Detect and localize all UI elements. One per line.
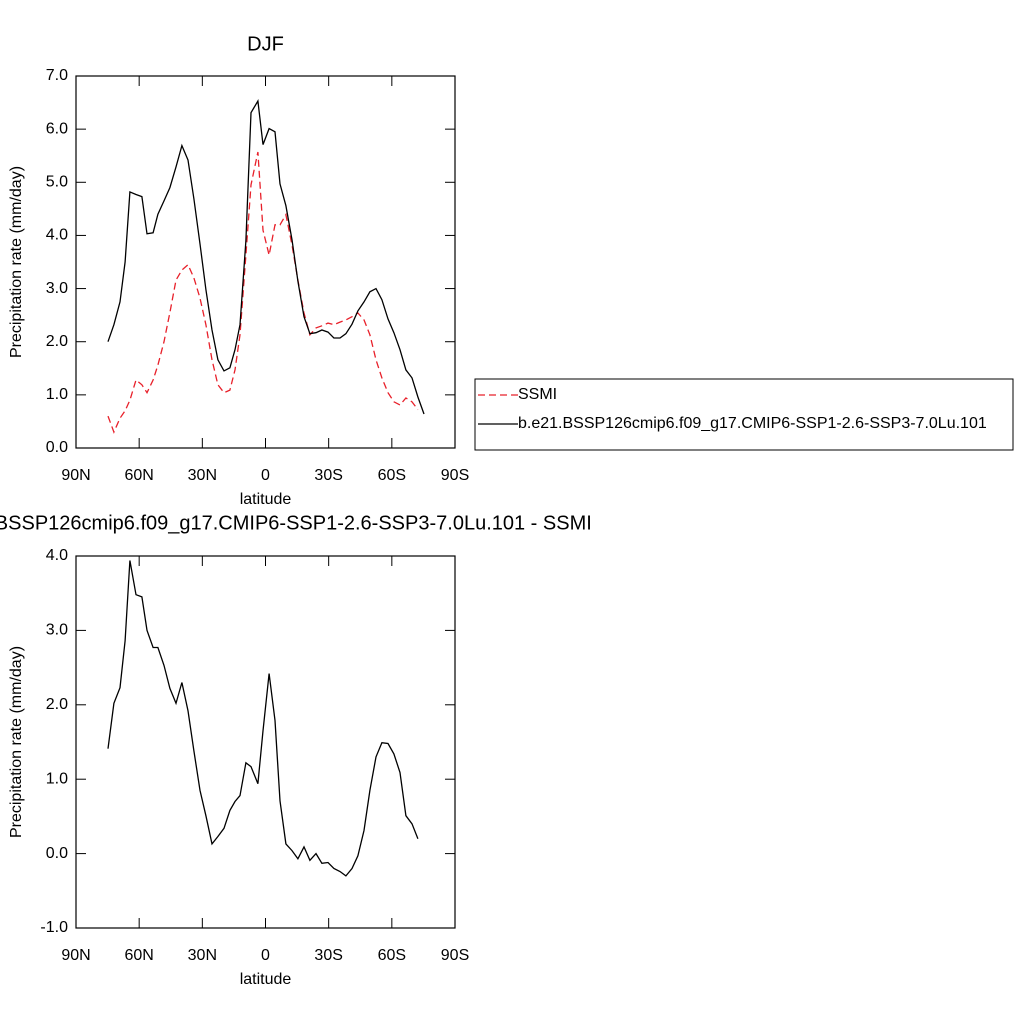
x-axis-label: latitude xyxy=(240,491,292,508)
y-tick-label: 1.0 xyxy=(46,770,68,787)
x-tick-label: 60S xyxy=(378,947,406,964)
x-tick-label: 60S xyxy=(378,467,406,484)
x-tick-label: 30N xyxy=(188,947,217,964)
x-tick-label: 90N xyxy=(61,947,90,964)
legend-label: SSMI xyxy=(518,386,557,403)
y-tick-label: 0.0 xyxy=(46,845,68,862)
y-tick-label: 3.0 xyxy=(46,622,68,639)
x-tick-label: 90S xyxy=(441,467,469,484)
y-tick-label: 4.0 xyxy=(46,547,68,564)
y-tick-label: 2.0 xyxy=(46,696,68,713)
x-tick-label: 60N xyxy=(124,947,153,964)
y-tick-label: -1.0 xyxy=(40,919,68,936)
legend-label: b.e21.BSSP126cmip6.f09_g17.CMIP6-SSP1-2.… xyxy=(518,415,987,432)
y-tick-label: 7.0 xyxy=(46,67,68,84)
y-tick-label: 0.0 xyxy=(46,439,68,456)
x-tick-label: 0 xyxy=(261,947,270,964)
x-tick-label: 90N xyxy=(61,467,90,484)
x-tick-label: 60N xyxy=(124,467,153,484)
x-tick-label: 0 xyxy=(261,467,270,484)
data-line xyxy=(107,151,419,434)
plot-frame xyxy=(75,555,456,929)
x-tick-label: 30N xyxy=(188,467,217,484)
data-line xyxy=(107,560,419,877)
y-axis-label: Precipitation rate (mm/day) xyxy=(8,166,25,358)
y-tick-label: 1.0 xyxy=(46,386,68,403)
data-line xyxy=(107,99,425,415)
x-tick-label: 90S xyxy=(441,947,469,964)
chart-title: DJF xyxy=(247,33,284,55)
x-axis-label: latitude xyxy=(240,971,292,988)
plot-frame xyxy=(75,75,456,449)
y-tick-label: 4.0 xyxy=(46,227,68,244)
x-tick-label: 30S xyxy=(314,467,342,484)
x-tick-label: 30S xyxy=(314,947,342,964)
legend-box xyxy=(474,378,1014,451)
chart-title: b.e21.BSSP126cmip6.f09_g17.CMIP6-SSP1-2.… xyxy=(0,512,592,534)
y-tick-label: 3.0 xyxy=(46,280,68,297)
y-tick-label: 6.0 xyxy=(46,120,68,137)
y-tick-label: 5.0 xyxy=(46,174,68,191)
y-axis-label: Precipitation rate (mm/day) xyxy=(8,646,25,838)
y-tick-label: 2.0 xyxy=(46,333,68,350)
